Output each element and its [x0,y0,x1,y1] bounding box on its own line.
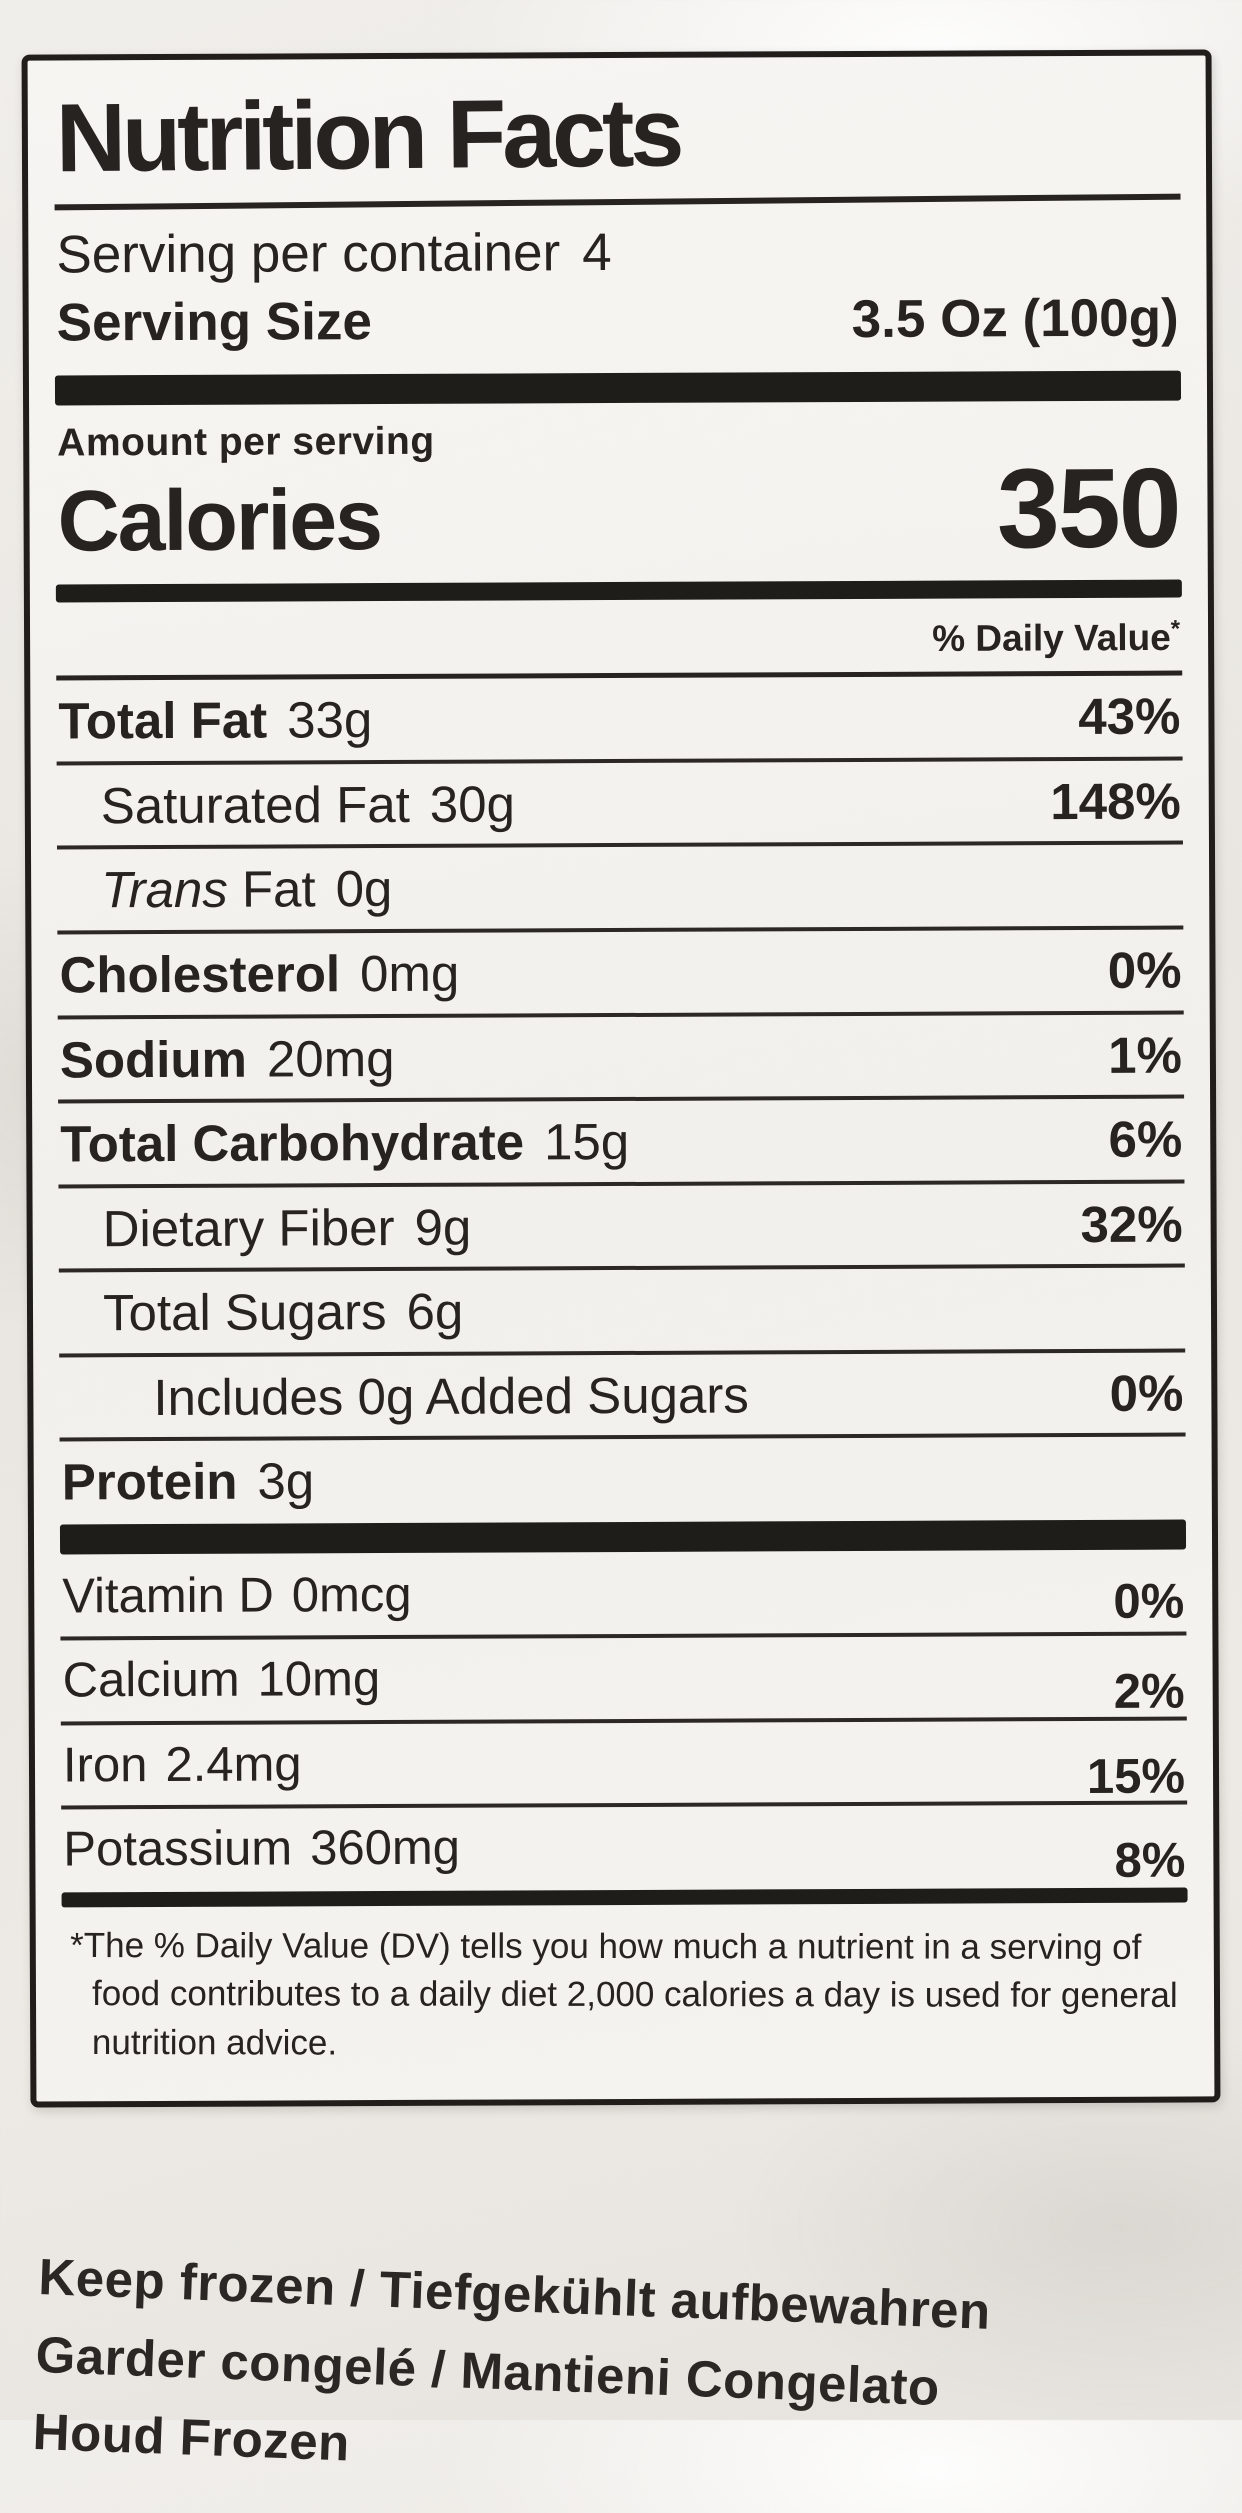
storage-instructions: Keep frozen / Tiefgekühlt aufbewahren Ga… [31,2238,1199,2513]
label-title: Nutrition Facts [53,52,1181,211]
serving-block: Serving per container 4 Serving Size 3.5 … [54,203,1181,374]
serving-size-row: Serving Size 3.5 Oz (100g) [57,284,1179,357]
vitamin-row-calcium: Calcium 10mg 2% [60,1631,1187,1722]
vitamin-row-iron: Iron 2.4mg 15% [60,1716,1188,1806]
serving-per-container-row: Serving per container 4 [56,217,1178,290]
dv-potassium: 8% [1114,1833,1186,1888]
calories-row: Calories 350 [57,444,1180,576]
nutrient-row-trans-fat: Trans Fat 0g [56,840,1184,931]
divider-thick-vitamins [59,1519,1187,1555]
dv-dietary-fiber: 32% [1080,1195,1183,1253]
dv-iron: 15% [1086,1749,1186,1804]
dv-total-fat: 43% [1078,687,1181,746]
nutrient-row-total-carbohydrate: Total Carbohydrate 15g 6% [58,1094,1185,1185]
nutrient-row-dietary-fiber: Dietary Fiber 9g 32% [58,1179,1185,1269]
vitamin-rows: Vitamin D 0mcg 0% Calcium 10mg 2% Iron 2.4m… [60,1551,1188,1890]
daily-value-header: % Daily Value* [55,599,1183,681]
vitamin-row-potassium: Potassium 360mg 8% [61,1800,1188,1890]
dv-cholesterol: 0% [1107,941,1182,999]
nutrient-row-protein: Protein 3g [59,1432,1186,1523]
divider-footnote [61,1887,1188,1907]
nutrient-row-sodium: Sodium 20mg 1% [57,1010,1185,1100]
dv-added-sugars: 0% [1109,1364,1184,1422]
footnote-asterisk: * [70,1925,84,1965]
nutrient-row-total-sugars: Total Sugars 6g [58,1263,1186,1354]
serving-size-value: 3.5 Oz (100g) [851,288,1179,349]
serving-per-container-label: Serving per container 4 [56,223,612,285]
daily-value-asterisk: * [1170,615,1181,643]
serving-per-container-value: 4 [582,223,612,283]
nutrient-row-cholesterol: Cholesterol 0mg 0% [57,925,1184,1015]
vitamin-row-vitamin-d: Vitamin D 0mcg 0% [62,1567,1185,1629]
calories-label: Calories [57,471,382,570]
divider-mid-calories [55,579,1182,603]
dv-sodium: 1% [1108,1026,1183,1084]
nutrient-rows: Total Fat 33g 43% Saturated Fat 30g 148% T… [56,676,1186,1523]
dv-vitamin-d: 0% [1113,1574,1185,1629]
dv-saturated-fat: 148% [1050,772,1181,830]
divider-thick-top [54,370,1182,406]
serving-size-label: Serving Size [56,291,373,353]
calories-value: 350 [996,444,1180,572]
daily-value-footnote: *The % Daily Value (DV) tells you how mu… [70,1925,1178,2062]
calories-block: Amount per serving Calories 350 [55,402,1182,582]
nutrient-row-total-fat: Total Fat 33g 43% [58,687,1181,750]
nutrition-facts-label: Nutrition Facts Serving per container 4 S… [21,49,1221,2109]
dv-calcium: 2% [1113,1664,1185,1720]
nutrient-row-added-sugars: Includes 0g Added Sugars 0% [59,1348,1186,1438]
dv-total-carbohydrate: 6% [1108,1110,1183,1168]
nutrient-row-saturated-fat: Saturated Fat 30g 148% [56,756,1183,846]
